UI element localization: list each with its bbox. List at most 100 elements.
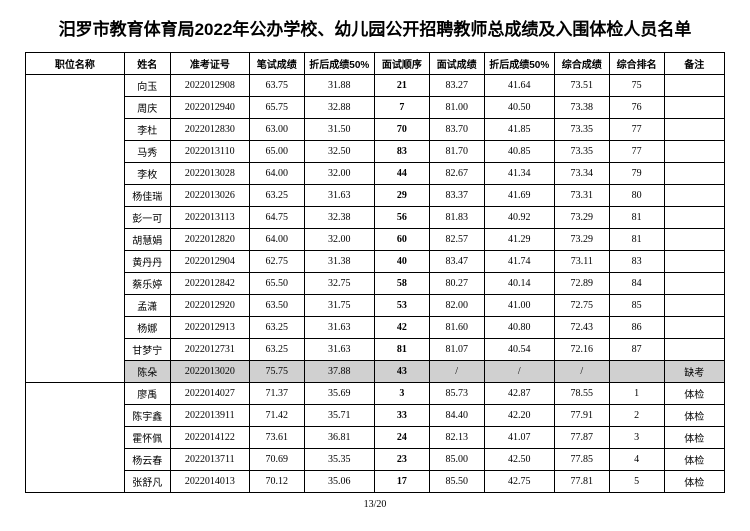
- name-cell: 孟潇: [124, 295, 170, 317]
- name-cell: 杨娜: [124, 317, 170, 339]
- remark-cell: [664, 163, 724, 185]
- name-cell: 陈宇鑫: [124, 405, 170, 427]
- written50-cell: 36.81: [304, 427, 374, 449]
- written50-cell: 35.35: [304, 449, 374, 471]
- examid-cell: 2022012830: [170, 119, 249, 141]
- score-table: 职位名称 姓名 准考证号 笔试成绩 折后成绩50% 面试顺序 面试成绩 折后成绩…: [25, 52, 725, 493]
- table-row: 陈宇鑫202201391171.4235.713384.4042.2077.91…: [26, 405, 725, 427]
- rank-cell: 83: [609, 251, 664, 273]
- interview-cell: 81.00: [429, 97, 484, 119]
- interview-cell: 83.27: [429, 75, 484, 97]
- remark-cell: 体检: [664, 449, 724, 471]
- interview-cell: /: [429, 361, 484, 383]
- interview-cell: 82.67: [429, 163, 484, 185]
- examid-cell: 2022012913: [170, 317, 249, 339]
- rank-cell: 75: [609, 75, 664, 97]
- rank-cell: 1: [609, 383, 664, 405]
- interview50-cell: 41.74: [484, 251, 554, 273]
- table-row: 张舒凡202201401370.1235.061785.5042.7577.81…: [26, 471, 725, 493]
- interview50-cell: 42.50: [484, 449, 554, 471]
- name-cell: 向玉: [124, 75, 170, 97]
- total-cell: 77.87: [554, 427, 609, 449]
- table-row: 杨云春202201371170.6935.352385.0042.5077.85…: [26, 449, 725, 471]
- interview-cell: 82.00: [429, 295, 484, 317]
- written50-cell: 32.00: [304, 229, 374, 251]
- examid-cell: 2022013110: [170, 141, 249, 163]
- written-cell: 65.50: [249, 273, 304, 295]
- rank-cell: 4: [609, 449, 664, 471]
- written50-cell: 32.38: [304, 207, 374, 229]
- remark-cell: [664, 119, 724, 141]
- interview-cell: 81.70: [429, 141, 484, 163]
- header-rank: 综合排名: [609, 53, 664, 75]
- examid-cell: 2022014027: [170, 383, 249, 405]
- written-cell: 64.00: [249, 229, 304, 251]
- examid-cell: 2022012940: [170, 97, 249, 119]
- examid-cell: 2022012920: [170, 295, 249, 317]
- written50-cell: 31.88: [304, 75, 374, 97]
- interview50-cell: 40.50: [484, 97, 554, 119]
- written-cell: 71.37: [249, 383, 304, 405]
- written50-cell: 32.75: [304, 273, 374, 295]
- examid-cell: 2022013113: [170, 207, 249, 229]
- rank-cell: 87: [609, 339, 664, 361]
- order-cell: 29: [374, 185, 429, 207]
- order-cell: 56: [374, 207, 429, 229]
- written50-cell: 31.38: [304, 251, 374, 273]
- examid-cell: 2022012820: [170, 229, 249, 251]
- interview50-cell: 40.85: [484, 141, 554, 163]
- written-cell: 65.75: [249, 97, 304, 119]
- interview50-cell: 41.85: [484, 119, 554, 141]
- total-cell: 78.55: [554, 383, 609, 405]
- rank-cell: 5: [609, 471, 664, 493]
- total-cell: 77.81: [554, 471, 609, 493]
- written-cell: 64.75: [249, 207, 304, 229]
- header-order: 面试顺序: [374, 53, 429, 75]
- rank-cell: 76: [609, 97, 664, 119]
- interview50-cell: 41.29: [484, 229, 554, 251]
- interview-cell: 82.57: [429, 229, 484, 251]
- examid-cell: 2022012731: [170, 339, 249, 361]
- written50-cell: 32.88: [304, 97, 374, 119]
- interview-cell: 85.73: [429, 383, 484, 405]
- total-cell: 73.34: [554, 163, 609, 185]
- table-row: 霍怀佩202201412273.6136.812482.1341.0777.87…: [26, 427, 725, 449]
- order-cell: 60: [374, 229, 429, 251]
- rank-cell: [609, 361, 664, 383]
- interview-cell: 81.83: [429, 207, 484, 229]
- rank-cell: 3: [609, 427, 664, 449]
- interview-cell: 84.40: [429, 405, 484, 427]
- written50-cell: 32.50: [304, 141, 374, 163]
- interview-cell: 83.37: [429, 185, 484, 207]
- table-row: 孟潇202201292063.5031.755382.0041.0072.758…: [26, 295, 725, 317]
- interview50-cell: 42.87: [484, 383, 554, 405]
- interview-cell: 83.70: [429, 119, 484, 141]
- interview50-cell: 40.80: [484, 317, 554, 339]
- table-row: 胡慧娟202201282064.0032.006082.5741.2973.29…: [26, 229, 725, 251]
- remark-cell: [664, 251, 724, 273]
- name-cell: 蔡乐婷: [124, 273, 170, 295]
- rank-cell: 2: [609, 405, 664, 427]
- header-remark: 备注: [664, 53, 724, 75]
- order-cell: 42: [374, 317, 429, 339]
- order-cell: 24: [374, 427, 429, 449]
- total-cell: 73.35: [554, 141, 609, 163]
- written50-cell: 31.75: [304, 295, 374, 317]
- total-cell: 77.91: [554, 405, 609, 427]
- remark-cell: [664, 317, 724, 339]
- written-cell: 70.12: [249, 471, 304, 493]
- examid-cell: 2022012904: [170, 251, 249, 273]
- remark-cell: [664, 273, 724, 295]
- examid-cell: 2022013711: [170, 449, 249, 471]
- header-examid: 准考证号: [170, 53, 249, 75]
- interview-cell: 81.60: [429, 317, 484, 339]
- interview-cell: 83.47: [429, 251, 484, 273]
- remark-cell: 体检: [664, 405, 724, 427]
- written50-cell: 32.00: [304, 163, 374, 185]
- table-row: 向玉202201290863.7531.882183.2741.6473.517…: [26, 75, 725, 97]
- order-cell: 83: [374, 141, 429, 163]
- remark-cell: 体检: [664, 471, 724, 493]
- name-cell: 霍怀佩: [124, 427, 170, 449]
- total-cell: 72.89: [554, 273, 609, 295]
- interview50-cell: 41.64: [484, 75, 554, 97]
